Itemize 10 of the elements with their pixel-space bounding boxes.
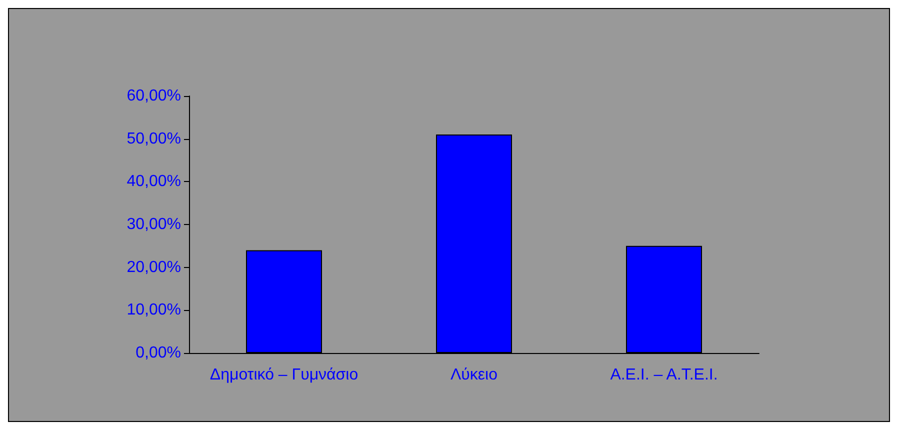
- y-tick-label: 30,00%: [126, 216, 181, 233]
- y-tick-label: 60,00%: [126, 88, 181, 104]
- x-tick-label: Α.Ε.Ι. – Α.Τ.Ε.Ι.: [610, 366, 718, 384]
- y-tick-label: 10,00%: [126, 302, 181, 319]
- x-tick-label: Λύκειο: [450, 366, 498, 384]
- y-tick-label: 50,00%: [126, 130, 181, 148]
- y-tick-label: 40,00%: [126, 173, 181, 190]
- y-tick-label: 20,00%: [126, 258, 181, 276]
- x-tick-label: Δημοτικό – Γυμνάσιο: [210, 366, 358, 384]
- y-tick-label: 0,00%: [136, 344, 181, 362]
